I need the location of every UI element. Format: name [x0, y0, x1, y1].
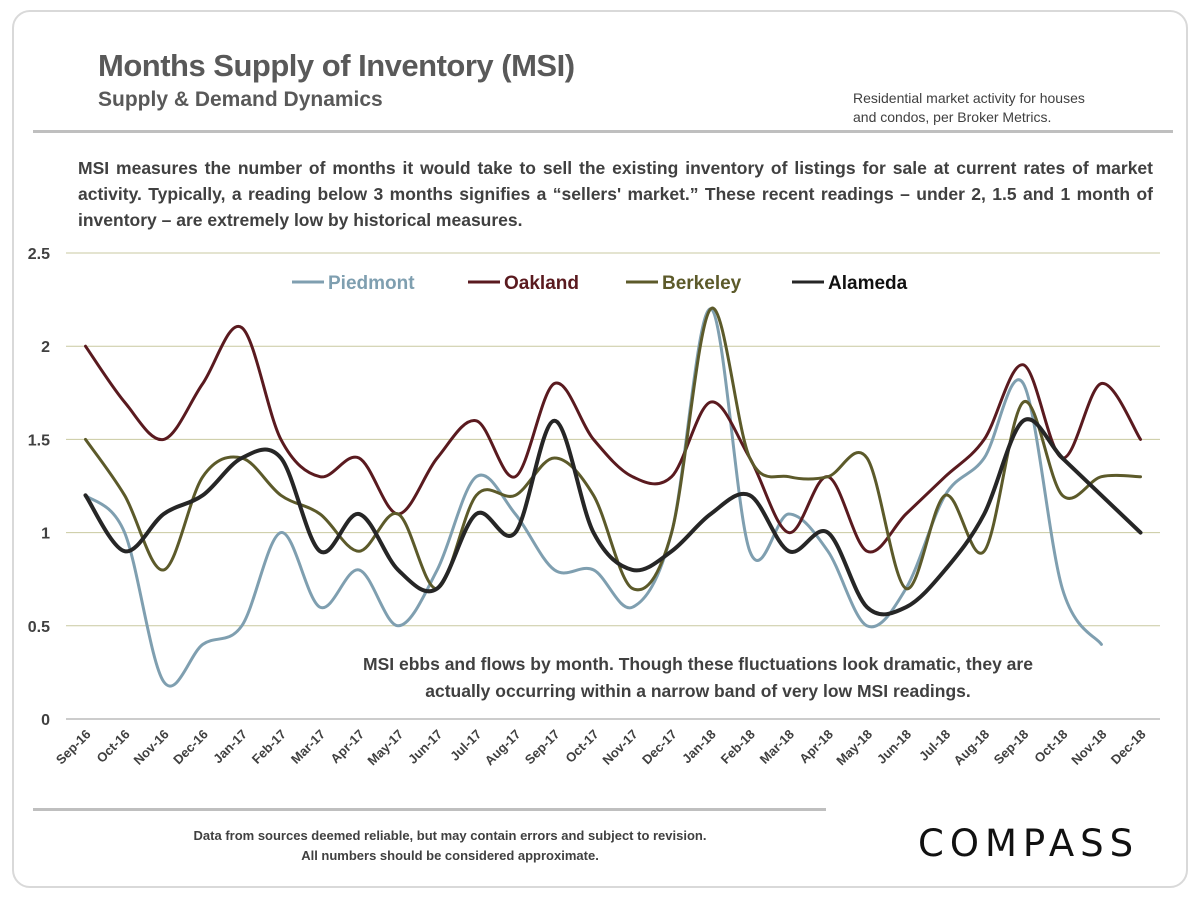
- x-tick-label: Nov-18: [1068, 727, 1109, 768]
- x-tick-label: Jan-18: [679, 727, 719, 767]
- x-tick-label: Aug-17: [482, 727, 524, 769]
- x-tick-label: Mar-17: [288, 727, 328, 767]
- x-tick-label: Sep-18: [991, 727, 1032, 768]
- y-tick-label: 2.5: [28, 246, 50, 263]
- footer-disclaimer: Data from sources deemed reliable, but m…: [150, 826, 750, 866]
- compass-logo: COMPASS: [918, 822, 1140, 865]
- x-tick-label: Sep-17: [522, 727, 563, 768]
- footer-line-2: All numbers should be considered approxi…: [301, 848, 599, 863]
- x-tick-label: Jan-17: [210, 727, 250, 767]
- source-note-line-2: and condos, per Broker Metrics.: [853, 109, 1052, 125]
- x-tick-label: Dec-16: [170, 727, 211, 768]
- x-tick-label: Dec-17: [639, 727, 680, 768]
- legend: Piedmont Oakland Berkeley Alameda: [292, 273, 908, 294]
- annotation-line-2: actually occurring within a narrow band …: [425, 681, 971, 701]
- legend-label-alameda: Alameda: [828, 273, 908, 294]
- bottom-divider: [33, 808, 826, 811]
- x-tick-label: Jul-18: [916, 727, 953, 764]
- x-tick-label: May-18: [833, 727, 875, 769]
- annotation-line-1: MSI ebbs and flows by month. Though thes…: [363, 654, 1033, 674]
- source-note: Residential market activity for houses a…: [853, 89, 1153, 127]
- page-title: Months Supply of Inventory (MSI): [98, 48, 575, 83]
- chart-annotation: MSI ebbs and flows by month. Though thes…: [363, 654, 1033, 701]
- top-divider: [33, 130, 1173, 133]
- x-tick-label: Apr-17: [327, 727, 367, 767]
- series-line-oakland: [84, 324, 1142, 554]
- x-tick-label: Apr-18: [796, 727, 836, 767]
- source-note-line-1: Residential market activity for houses: [853, 90, 1085, 106]
- y-tick-label: 0: [41, 712, 50, 729]
- y-tick-label: 2: [41, 339, 50, 356]
- x-tick-label: Sep-16: [53, 727, 94, 768]
- series-line-berkeley: [84, 306, 1142, 592]
- footer-line-1: Data from sources deemed reliable, but m…: [193, 828, 707, 843]
- x-tick-label: Aug-18: [951, 727, 993, 769]
- x-tick-label: Nov-17: [599, 727, 640, 768]
- y-tick-label: 1: [41, 526, 50, 543]
- y-axis: 0 0.5 1 1.5 2 2.5: [28, 246, 50, 729]
- x-tick-label: Mar-18: [757, 727, 797, 767]
- x-tick-label: Jul-17: [447, 727, 484, 764]
- legend-label-berkeley: Berkeley: [662, 273, 742, 294]
- series-lines: [83, 306, 1143, 688]
- x-tick-label: Oct-18: [1031, 727, 1070, 766]
- x-tick-label: Nov-16: [131, 727, 172, 768]
- series-line-alameda: [83, 417, 1143, 617]
- page-subtitle: Supply & Demand Dynamics: [98, 88, 383, 111]
- legend-label-oakland: Oakland: [504, 273, 579, 294]
- x-tick-label: Feb-17: [249, 727, 289, 767]
- y-tick-label: 0.5: [28, 619, 50, 636]
- chart-description: MSI measures the number of months it wou…: [78, 158, 1153, 230]
- x-tick-label: May-17: [364, 727, 406, 769]
- x-tick-label: Oct-16: [94, 727, 133, 766]
- x-tick-label: Oct-17: [562, 727, 601, 766]
- y-tick-label: 1.5: [28, 432, 50, 449]
- x-tick-label: Feb-18: [718, 727, 758, 767]
- x-tick-label: Dec-18: [1108, 727, 1149, 768]
- grid-lines: [66, 252, 1160, 627]
- legend-label-piedmont: Piedmont: [328, 273, 415, 294]
- x-tick-label: Jun-17: [405, 727, 445, 767]
- x-tick-label: Jun-18: [874, 727, 914, 767]
